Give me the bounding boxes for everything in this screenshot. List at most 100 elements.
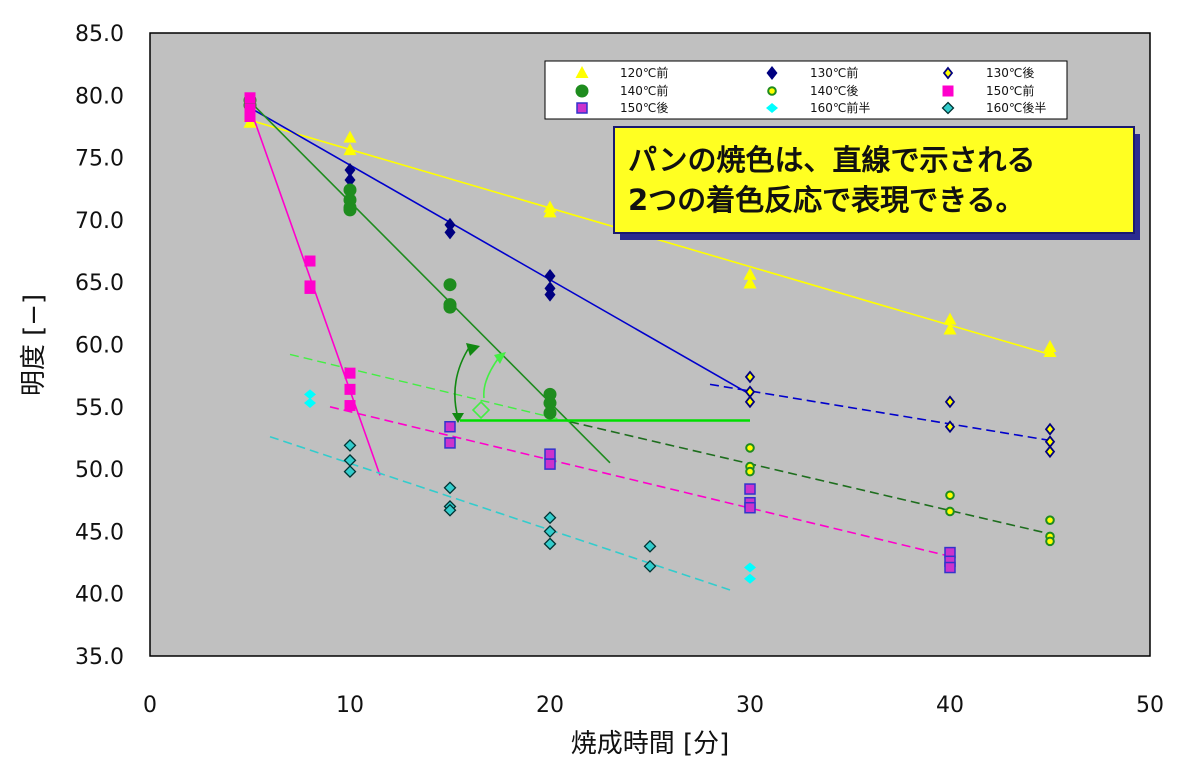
legend-marker — [766, 103, 778, 113]
data-point — [344, 173, 356, 188]
legend-label: 120℃前 — [620, 65, 668, 80]
data-point — [944, 561, 956, 574]
data-point — [543, 396, 557, 410]
data-point — [643, 559, 657, 573]
data-point — [744, 370, 756, 384]
legend: 120℃前 130℃前 130℃後 140℃前 140℃後 150℃前 150℃後 160℃前… — [544, 60, 1068, 120]
trend-line — [709, 383, 1051, 442]
data-point — [543, 524, 557, 538]
annotation-arrowhead — [494, 352, 506, 364]
trend-line — [269, 435, 731, 591]
data-point — [744, 573, 756, 584]
legend-marker — [942, 66, 954, 80]
data-point — [244, 92, 256, 104]
legend-marker — [766, 66, 778, 80]
trend-lines — [249, 100, 1051, 591]
data-point — [343, 143, 357, 156]
data-point — [543, 511, 557, 525]
data-point — [304, 389, 316, 400]
data-point — [945, 490, 955, 501]
x-tick-label: 10 — [336, 693, 364, 718]
y-tick-label: 50.0 — [75, 458, 124, 483]
data-point — [544, 287, 556, 302]
data-point — [744, 501, 756, 514]
legend-label: 140℃後 — [810, 84, 858, 98]
data-point — [443, 278, 457, 292]
annotation-arrows — [452, 343, 506, 423]
data-point — [444, 437, 456, 449]
data-point — [343, 130, 357, 143]
data-point — [304, 282, 316, 294]
callout-box — [613, 126, 1135, 234]
y-tick-label: 70.0 — [75, 209, 124, 234]
data-point — [744, 562, 756, 573]
legend-box — [544, 60, 1068, 120]
legend-label: 160℃後半 — [986, 101, 1046, 115]
data-point — [304, 255, 316, 267]
y-tick-label: 60.0 — [75, 334, 124, 359]
trend-line — [249, 107, 751, 396]
data-point — [544, 448, 556, 460]
annotation-curve-arrow — [483, 355, 501, 399]
legend-label: 140℃前 — [620, 83, 668, 98]
data-point — [944, 420, 956, 434]
legend-label: 150℃後 — [620, 101, 668, 115]
data-point — [543, 537, 557, 551]
data-point — [1044, 422, 1056, 436]
y-tick-label: 65.0 — [75, 271, 124, 296]
legend-marker — [942, 85, 954, 97]
data-point — [745, 443, 755, 453]
y-tick-label: 55.0 — [75, 396, 124, 421]
y-axis-title: 明度 [−] — [19, 294, 49, 396]
legend-marker — [575, 66, 589, 78]
data-point — [244, 110, 256, 122]
data-point — [344, 383, 356, 395]
y-tick-label: 40.0 — [75, 583, 124, 608]
data-point — [543, 205, 557, 218]
data-point — [744, 483, 756, 495]
x-tick-label: 20 — [536, 693, 564, 718]
data-point — [443, 481, 457, 495]
y-tick-label: 85.0 — [75, 22, 124, 47]
data-point — [1045, 536, 1055, 547]
x-tick-label: 0 — [143, 693, 157, 718]
data-point — [745, 466, 755, 477]
data-point — [443, 503, 457, 517]
data-point — [344, 367, 356, 379]
data-point — [444, 217, 456, 232]
x-tick-label: 30 — [736, 693, 764, 718]
data-point — [304, 398, 316, 409]
callout: パンの焼色は、直線で示される 2つの着色反応で表現できる。 — [613, 126, 1140, 240]
data-point — [344, 400, 356, 412]
y-ticks: 35.0 40.0 45.0 50.0 55.0 60.0 65.0 70.0 75.0 80.0… — [75, 22, 124, 670]
data-point — [743, 267, 757, 280]
data-point — [444, 420, 456, 433]
data-point — [543, 406, 557, 420]
data-point — [943, 312, 957, 325]
annotation-arrowhead — [466, 343, 480, 356]
legend-label: 160℃前半 — [810, 100, 870, 115]
y-tick-label: 35.0 — [75, 645, 124, 670]
data-point — [443, 300, 457, 314]
data-point — [244, 103, 256, 115]
trend-line — [569, 420, 1051, 535]
x-tick-label: 40 — [936, 693, 964, 718]
data-point — [343, 439, 357, 452]
data-point — [343, 465, 357, 479]
y-tick-label: 45.0 — [75, 520, 124, 545]
callout-line-1: パンの焼色は、直線で示される — [628, 143, 1035, 177]
data-point — [344, 163, 356, 178]
legend-marker — [767, 86, 777, 96]
annotation-diamond — [471, 400, 491, 420]
y-tick-label: 75.0 — [75, 147, 124, 172]
annotation-curve-arrow — [454, 345, 471, 419]
data-point — [544, 268, 556, 283]
data-point — [1045, 515, 1055, 525]
trend-line — [329, 406, 951, 558]
data-point — [544, 458, 556, 470]
legend-label: 130℃後 — [986, 66, 1034, 80]
data-point — [743, 276, 757, 289]
y-tick-label: 80.0 — [75, 84, 124, 109]
